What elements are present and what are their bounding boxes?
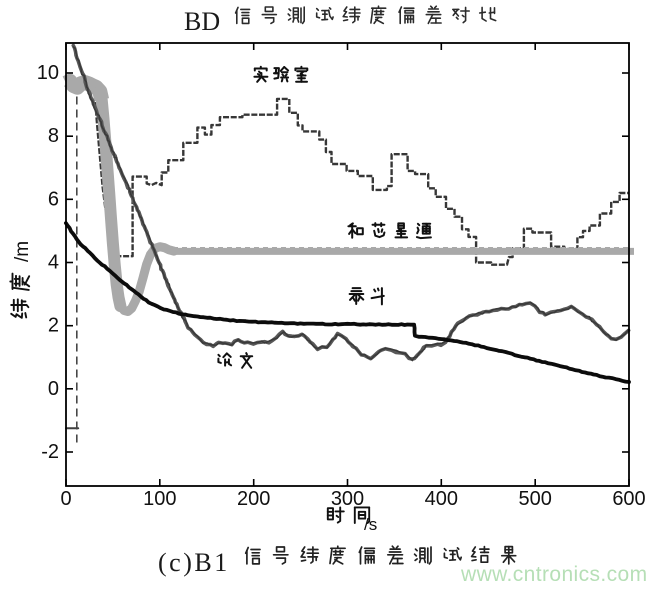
svg-text:6: 6 — [48, 188, 59, 210]
svg-text:8: 8 — [48, 125, 59, 147]
svg-text:400: 400 — [425, 488, 458, 510]
svg-text:4: 4 — [48, 252, 59, 274]
svg-text:-2: -2 — [41, 441, 59, 463]
svg-text:2: 2 — [48, 315, 59, 337]
svg-text:200: 200 — [237, 488, 270, 510]
svg-text:www.cntronics.com: www.cntronics.com — [460, 563, 648, 586]
svg-text:0: 0 — [60, 488, 71, 510]
svg-text:/m: /m — [12, 241, 33, 262]
svg-text:100: 100 — [143, 488, 176, 510]
svg-text:300: 300 — [331, 488, 364, 510]
svg-text:0: 0 — [48, 378, 59, 400]
svg-text:BD: BD — [184, 7, 220, 36]
svg-text:(c)B1: (c)B1 — [158, 548, 230, 577]
svg-text:/s: /s — [364, 515, 377, 534]
svg-text:10: 10 — [37, 62, 59, 84]
svg-text:500: 500 — [519, 488, 552, 510]
svg-text:600: 600 — [612, 488, 645, 510]
